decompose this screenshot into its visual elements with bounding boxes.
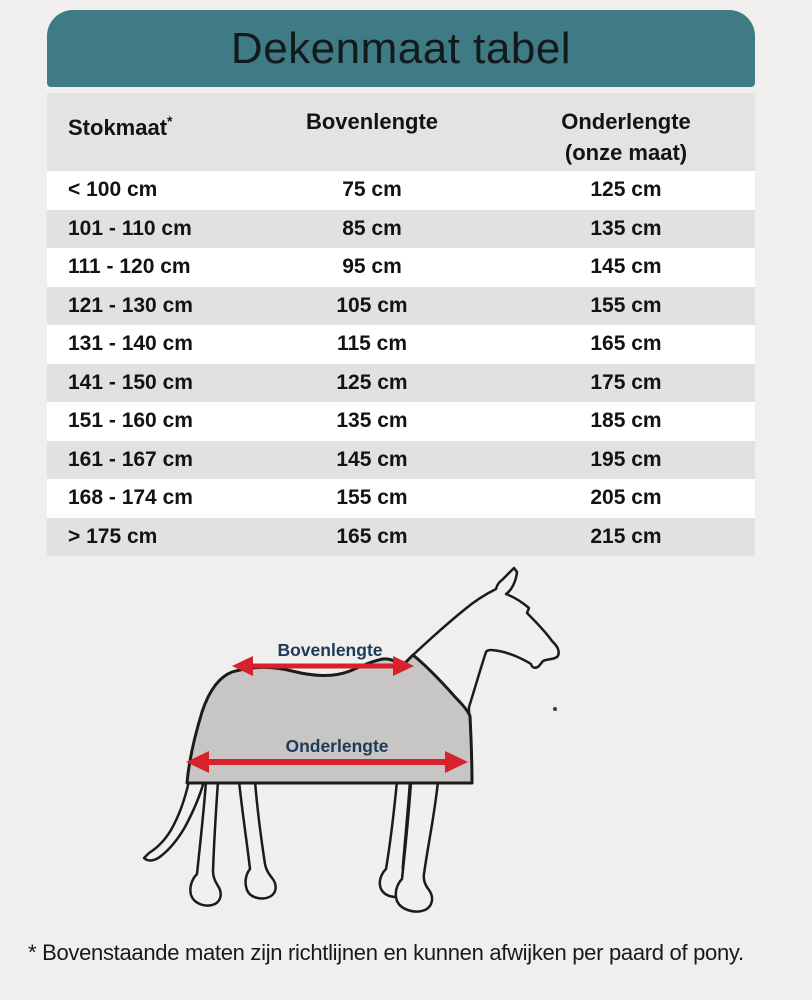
cell-stokmaat: 131 - 140 cm <box>68 332 193 356</box>
column-header-stokmaat-label: Stokmaat <box>68 115 168 140</box>
cell-bovenlengte: 125 cm <box>336 370 408 394</box>
cell-onderlengte: 135 cm <box>590 216 662 240</box>
table-row: > 175 cm 165 cm 215 cm <box>47 517 755 556</box>
cell-stokmaat: 121 - 130 cm <box>68 293 193 317</box>
bovenlengte-arrow <box>232 656 414 676</box>
table-row: 151 - 160 cm 135 cm 185 cm <box>47 402 755 441</box>
cell-bovenlengte: 85 cm <box>342 216 402 240</box>
horse-blanket <box>185 653 474 785</box>
horse-tail <box>142 779 206 862</box>
horse-blanket-diagram: Bovenlengte Onderlengte <box>142 566 560 913</box>
cell-onderlengte: 185 cm <box>590 409 662 433</box>
title-banner: Dekenmaat tabel <box>47 10 755 87</box>
cell-bovenlengte: 105 cm <box>336 293 408 317</box>
cell-stokmaat: 151 - 160 cm <box>68 409 193 433</box>
cell-bovenlengte: 165 cm <box>336 524 408 548</box>
cell-bovenlengte: 135 cm <box>336 409 408 433</box>
cell-onderlengte: 165 cm <box>590 332 662 356</box>
table-row: 131 - 140 cm 115 cm 165 cm <box>47 325 755 364</box>
table-row: 161 - 167 cm 145 cm 195 cm <box>47 440 755 479</box>
cell-bovenlengte: 155 cm <box>336 486 408 510</box>
stray-dot <box>553 707 557 711</box>
cell-bovenlengte: 145 cm <box>336 447 408 471</box>
table-row: 121 - 130 cm 105 cm 155 cm <box>47 286 755 325</box>
onderlengte-arrow-label: Onderlengte <box>285 736 388 756</box>
column-header-onderlengte-line2: (onze maat) <box>564 140 688 165</box>
table-body: < 100 cm 75 cm 125 cm 101 - 110 cm 85 cm… <box>47 171 755 556</box>
cell-onderlengte: 155 cm <box>590 293 662 317</box>
horse-front-leg-near <box>394 779 440 913</box>
onderlengte-arrow <box>186 751 468 773</box>
cell-stokmaat: < 100 cm <box>68 178 158 202</box>
table-row: 111 - 120 cm 95 cm 145 cm <box>47 248 755 287</box>
horse-hind-leg-near <box>237 779 277 900</box>
cell-stokmaat: 141 - 150 cm <box>68 370 193 394</box>
cell-onderlengte: 195 cm <box>590 447 662 471</box>
column-header-onderlengte-line1: Onderlengte <box>561 109 691 134</box>
cell-stokmaat: 161 - 167 cm <box>68 447 193 471</box>
cell-stokmaat: > 175 cm <box>68 524 158 548</box>
horse-hind-leg-far <box>189 779 222 907</box>
cell-bovenlengte: 95 cm <box>342 255 402 279</box>
column-header-stokmaat: Stokmaat* <box>47 93 247 171</box>
cell-onderlengte: 125 cm <box>590 178 662 202</box>
table-row: < 100 cm 75 cm 125 cm <box>47 171 755 210</box>
cell-onderlengte: 205 cm <box>590 486 662 510</box>
page-title: Dekenmaat tabel <box>230 23 572 73</box>
cell-bovenlengte: 115 cm <box>336 332 408 356</box>
cell-bovenlengte: 75 cm <box>342 178 402 202</box>
cell-onderlengte: 175 cm <box>590 370 662 394</box>
footnote-text: * Bovenstaande maten zijn richtlijnen en… <box>28 940 744 965</box>
column-header-onderlengte: Onderlengte (onze maat) <box>497 93 755 171</box>
cell-onderlengte: 215 cm <box>590 524 662 548</box>
footnote-asterisk: * <box>167 113 173 129</box>
cell-onderlengte: 145 cm <box>590 255 662 279</box>
table-row: 141 - 150 cm 125 cm 175 cm <box>47 363 755 402</box>
cell-stokmaat: 101 - 110 cm <box>68 216 192 240</box>
table-header-row: Stokmaat* Bovenlengte Onderlengte (onze … <box>47 93 755 171</box>
cell-stokmaat: 168 - 174 cm <box>68 486 193 510</box>
cell-stokmaat: 111 - 120 cm <box>68 255 191 279</box>
table-row: 101 - 110 cm 85 cm 135 cm <box>47 209 755 248</box>
bovenlengte-arrow-label: Bovenlengte <box>277 640 382 660</box>
table-row: 168 - 174 cm 155 cm 205 cm <box>47 479 755 518</box>
column-header-bovenlengte: Bovenlengte <box>305 109 439 134</box>
